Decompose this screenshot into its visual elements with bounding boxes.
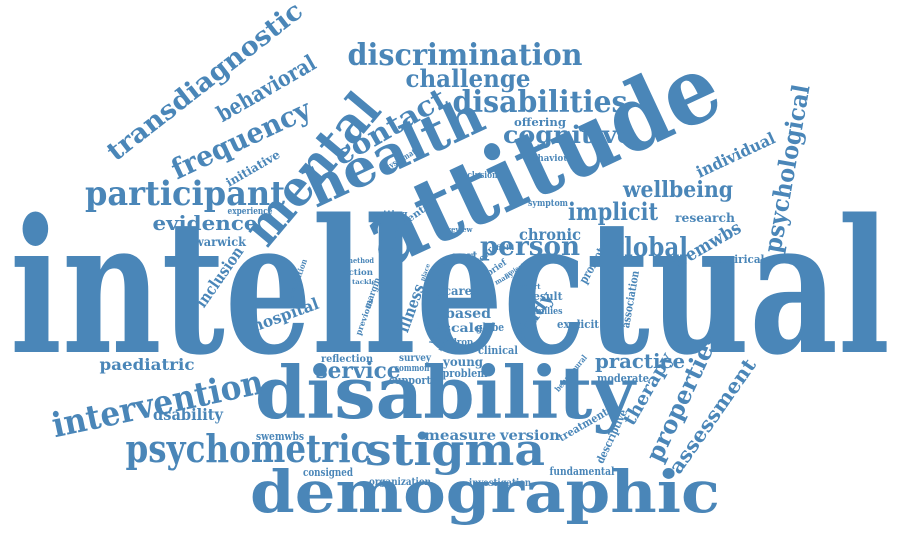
word-expert: expert: [516, 282, 542, 291]
word-reflection: reflection: [321, 354, 374, 365]
word-survey: survey: [399, 353, 432, 364]
word-common: common: [395, 364, 430, 374]
word-explicit: explicit: [557, 318, 600, 331]
word-person: person: [480, 232, 580, 262]
word-chronic: chronic: [519, 225, 581, 244]
word-role: role: [439, 260, 455, 267]
word-participant: participant: [85, 174, 285, 214]
word-psychometric: psychometric: [126, 426, 371, 471]
word-setting: setting: [373, 210, 409, 220]
word-disability: disability: [255, 350, 637, 435]
word-scale: scale: [443, 321, 483, 335]
word-families: families: [528, 307, 563, 317]
word-paediatric: paediatric: [100, 355, 195, 374]
word-practice: practice: [595, 349, 685, 373]
word-implicit: implicit: [568, 197, 658, 226]
word-evidence: evidence: [153, 211, 258, 235]
word-conclusion: conclusion: [453, 171, 498, 181]
word-dsability: dsability: [153, 405, 224, 424]
word-research: research: [675, 211, 735, 225]
word-stigma: stigma: [365, 425, 545, 476]
word-investigation: investigation: [469, 478, 532, 489]
word-action: action: [343, 267, 373, 277]
word-warwick: warwick: [193, 235, 247, 249]
word-challenge: challenge: [406, 64, 531, 93]
word-organization: organization: [369, 477, 432, 488]
word-empirical: empirical: [710, 253, 765, 266]
word-young: young: [442, 355, 484, 369]
word-cognitive: cognitive: [503, 120, 633, 149]
word-field: field: [496, 243, 514, 252]
word-method: method: [346, 256, 374, 265]
word-swemwbs: swemwbs: [256, 430, 304, 443]
word-drop: drop: [451, 338, 473, 348]
word-version: version: [499, 428, 560, 444]
word-support: support: [389, 374, 432, 387]
word-wellbeing: wellbeing: [622, 177, 733, 203]
word-based: based: [445, 306, 491, 322]
word-discrimination: discrimination: [348, 38, 583, 73]
word-part: part: [453, 249, 478, 263]
word-consigned: consigned: [303, 466, 353, 479]
word-behaviour: behaviour: [526, 154, 574, 164]
word-fundamental: fundamental: [550, 465, 615, 478]
word-review: review: [448, 225, 474, 234]
word-offering: offering: [514, 116, 566, 129]
word-measure: measure: [424, 428, 496, 444]
word-globe: globe: [476, 321, 504, 334]
word-demographic: demographic: [250, 458, 720, 526]
word-symptom: symptom: [528, 199, 568, 209]
word-service: service: [316, 358, 401, 384]
word-global: global: [608, 233, 688, 263]
word-problem: problem: [443, 367, 488, 380]
word-intellectual: intellectual: [10, 178, 890, 396]
word-disabilities: disabilities: [453, 85, 628, 120]
word-clinical: clinical: [478, 344, 518, 357]
word-moderate: moderate: [597, 372, 649, 385]
word-care: care: [444, 284, 472, 298]
word-experience: experience: [228, 207, 273, 217]
word-tackle: tackle: [352, 279, 376, 286]
word-result: result: [528, 290, 564, 303]
